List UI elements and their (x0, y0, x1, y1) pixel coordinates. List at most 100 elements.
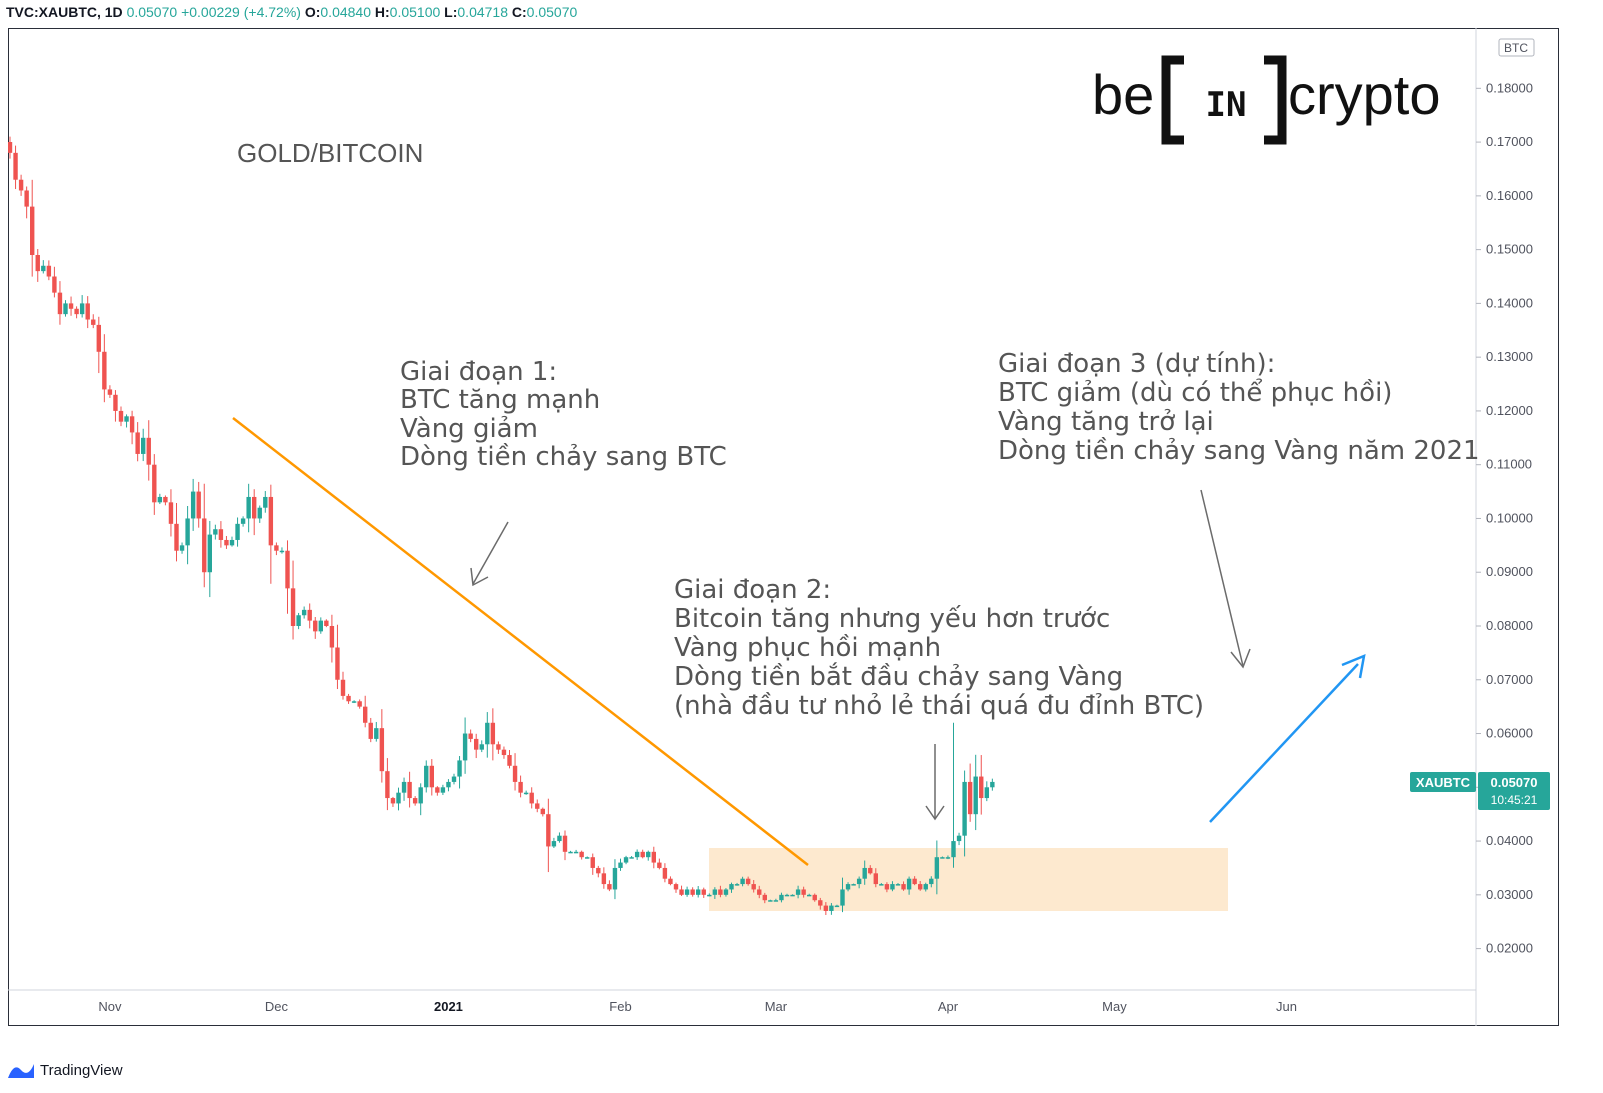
phase2-line-1: Giai đoạn 2: (674, 575, 831, 605)
candle (945, 855, 951, 860)
candle (396, 787, 401, 811)
candle (579, 850, 584, 860)
candle (585, 856, 590, 859)
candle-body (113, 394, 118, 411)
candle (240, 516, 246, 527)
candle (124, 414, 129, 428)
candle-body (24, 190, 29, 207)
candle (540, 807, 545, 817)
low-value: 0.04718 (457, 4, 508, 20)
candle (335, 624, 340, 690)
candle-body (374, 728, 379, 739)
symbol-tag-text: XAUBTC (1416, 775, 1471, 790)
time-tick-label: 2021 (434, 999, 463, 1014)
candle-body (712, 889, 718, 895)
candle-body (68, 303, 74, 309)
candle (906, 876, 912, 895)
candle (879, 883, 884, 886)
candle (229, 536, 235, 547)
candle-body (79, 303, 85, 315)
candle-body (723, 889, 729, 895)
candle (568, 850, 573, 854)
candle-body (840, 889, 845, 906)
candle (962, 770, 967, 857)
time-tick-label: May (1102, 999, 1127, 1014)
candle (529, 787, 534, 809)
tradingview-footer[interactable]: TradingView (6, 1062, 123, 1080)
candle-body (301, 609, 307, 616)
price-tick-label: 0.02000 (1486, 941, 1533, 956)
candle (795, 885, 801, 899)
candle (840, 877, 845, 913)
candle-body (229, 539, 235, 546)
price-tag-countdown: 10:45:21 (1491, 793, 1538, 807)
candle (562, 830, 568, 861)
candle-body (418, 787, 423, 804)
phase2-line-5: (nhà đầu tư nhỏ lẻ thái quá đu đỉnh BTC) (674, 691, 1204, 721)
close-label: C: (511, 4, 527, 20)
candle-body (35, 255, 40, 272)
candle-body (174, 523, 179, 551)
candle (590, 853, 595, 875)
candle-body (168, 502, 174, 524)
candle-body (668, 878, 673, 885)
candle (779, 892, 784, 903)
candle-body (990, 781, 995, 788)
candle-body (30, 206, 35, 256)
candle (485, 712, 490, 758)
candle-body (601, 873, 607, 885)
candle (634, 849, 640, 860)
candle (429, 759, 434, 796)
candle (190, 478, 196, 531)
candle-body (424, 765, 429, 788)
candle-body (46, 265, 52, 277)
candle-body (274, 545, 279, 551)
candle-body (673, 884, 679, 890)
candle (768, 899, 773, 902)
candles-layer (7, 136, 995, 916)
price-axis[interactable]: 0.020000.030000.040000.050000.060000.070… (1476, 80, 1533, 956)
candle (912, 876, 917, 886)
candle-body (623, 857, 629, 863)
candle (368, 717, 373, 743)
candle-body (829, 905, 834, 911)
candle-body (18, 179, 24, 191)
candle (63, 300, 68, 317)
time-axis[interactable]: Nov Dec 2021 Feb Mar Apr May Jun (98, 999, 1297, 1014)
price-chart[interactable]: GOLD/BITCOIN Giai đoạn 1: BTC tăng mạnh … (7, 28, 1596, 1073)
chart-frame[interactable]: GOLD/BITCOIN Giai đoạn 1: BTC tăng mạnh … (7, 28, 1596, 1073)
candle (507, 750, 512, 769)
phase1-annotation: Giai đoạn 1: BTC tăng mạnh Vàng giảm Dòn… (400, 357, 727, 472)
candle-body (696, 889, 701, 895)
candle-body (940, 857, 945, 859)
candle (723, 888, 729, 897)
candle-body (446, 781, 451, 788)
candle-body (945, 857, 951, 859)
candle (474, 733, 479, 759)
candle-body (512, 765, 518, 782)
candle (418, 783, 423, 816)
candle (440, 784, 446, 795)
phase2-line-3: Vàng phục hồi mạnh (674, 633, 941, 663)
candle-body (146, 437, 151, 465)
candle (451, 773, 457, 785)
price-tick-label: 0.15000 (1486, 242, 1533, 257)
candle (324, 619, 329, 628)
candle-body (934, 857, 940, 879)
candle-body (96, 324, 101, 352)
candle-body (967, 781, 973, 815)
candle (468, 729, 473, 743)
time-tick-label: Jun (1276, 999, 1297, 1014)
candle-body (790, 894, 795, 897)
high-value: 0.05100 (389, 4, 441, 20)
candle-body (118, 410, 124, 422)
phase3-line-1: Giai đoạn 3 (dự tính): (998, 349, 1275, 379)
candle (618, 858, 623, 871)
candle-body (984, 787, 989, 799)
candle-body (573, 851, 579, 854)
candle (934, 840, 940, 895)
candle-body (640, 851, 645, 858)
candle (196, 481, 201, 528)
candle-body (390, 798, 396, 804)
candle-body (185, 518, 190, 546)
